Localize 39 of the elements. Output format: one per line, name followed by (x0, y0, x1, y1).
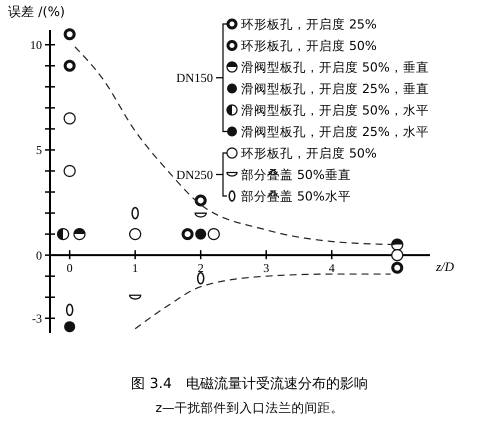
legend-label: 滑阀型板孔，开启度 25%，垂直 (241, 80, 429, 96)
point (391, 262, 404, 274)
y-tick-label: 0 (36, 248, 42, 262)
text: z—干扰部件到入口法兰的间距。 (155, 400, 344, 415)
legend-label: 环形板孔，开启度 50% (241, 145, 377, 160)
legend-label: 滑阀型板孔，开启度 50%，水平 (241, 102, 429, 118)
point (391, 238, 404, 251)
y-axis-title: 误差 /(%) (8, 5, 66, 20)
text: 图 3.4 电磁流量计受流速分布的影响 (131, 376, 368, 392)
point (64, 60, 76, 72)
legend-label: 部分叠盖 50%垂直 (241, 166, 351, 182)
point (195, 228, 206, 240)
point (194, 194, 207, 206)
point (73, 228, 86, 240)
point (57, 228, 70, 240)
x-tick-label: 0 (66, 261, 73, 276)
point (208, 228, 220, 240)
legend-label: 滑阀型板孔，开启度 25%，水平 (241, 124, 429, 139)
annotation: DN250 (176, 168, 213, 182)
point (64, 321, 76, 332)
annotation: DN150 (176, 71, 213, 86)
y-tick-label: 10 (30, 38, 42, 52)
x-tick-label: 4 (328, 261, 335, 276)
legend-label: 部分叠盖 50%水平 (241, 188, 351, 204)
legend-label: 滑阀型板孔，开启度 50%，垂直 (241, 59, 429, 74)
point (64, 28, 76, 40)
x-axis-title: z/D (435, 259, 455, 274)
y-tick-label: 5 (36, 143, 42, 158)
y-tick-label: -3 (32, 311, 42, 326)
x-tick-label: 1 (132, 261, 138, 276)
point (64, 164, 76, 178)
x-tick-label: 2 (198, 261, 204, 276)
point (182, 228, 194, 240)
legend-label: 环形板孔，开启度 25% (241, 16, 377, 32)
legend-label: 环形板孔，开启度 50% (241, 38, 377, 53)
x-tick-label: 3 (263, 261, 270, 276)
point (64, 112, 76, 124)
point (391, 249, 404, 262)
point (129, 228, 142, 240)
